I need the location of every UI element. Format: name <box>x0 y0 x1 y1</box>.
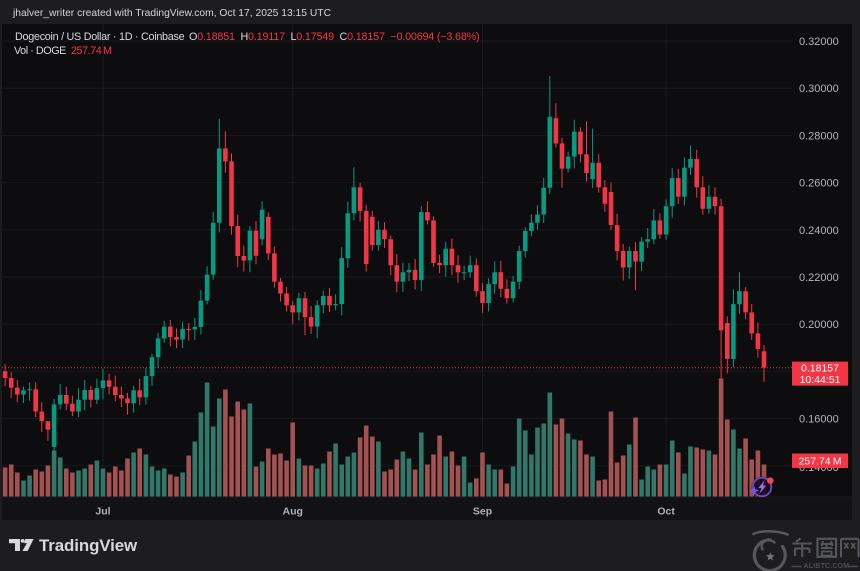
svg-text:0.32000: 0.32000 <box>799 36 839 48</box>
svg-text:0.26000: 0.26000 <box>799 178 839 190</box>
svg-text:0.22000: 0.22000 <box>799 272 839 284</box>
svg-text:0.28000: 0.28000 <box>799 130 839 142</box>
svg-text:0.24000: 0.24000 <box>799 225 839 237</box>
svg-text:257.74 M: 257.74 M <box>799 456 842 468</box>
svg-text:0.16000: 0.16000 <box>799 414 839 426</box>
svg-text:Oct: Oct <box>657 506 675 518</box>
svg-text:0.30000: 0.30000 <box>799 83 839 95</box>
svg-text:10:44:51: 10:44:51 <box>800 374 841 386</box>
svg-text:Jul: Jul <box>95 506 110 518</box>
svg-text:0.18157: 0.18157 <box>801 363 839 375</box>
svg-text:Sep: Sep <box>473 506 492 518</box>
svg-text:0.20000: 0.20000 <box>799 319 839 331</box>
svg-text:Aug: Aug <box>282 506 302 518</box>
